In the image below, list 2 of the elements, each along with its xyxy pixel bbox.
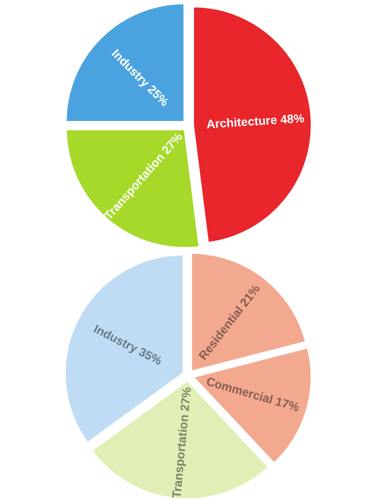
slice-label: Transportation 27% <box>169 386 194 499</box>
slice-label: Architecture 48% <box>206 111 306 132</box>
